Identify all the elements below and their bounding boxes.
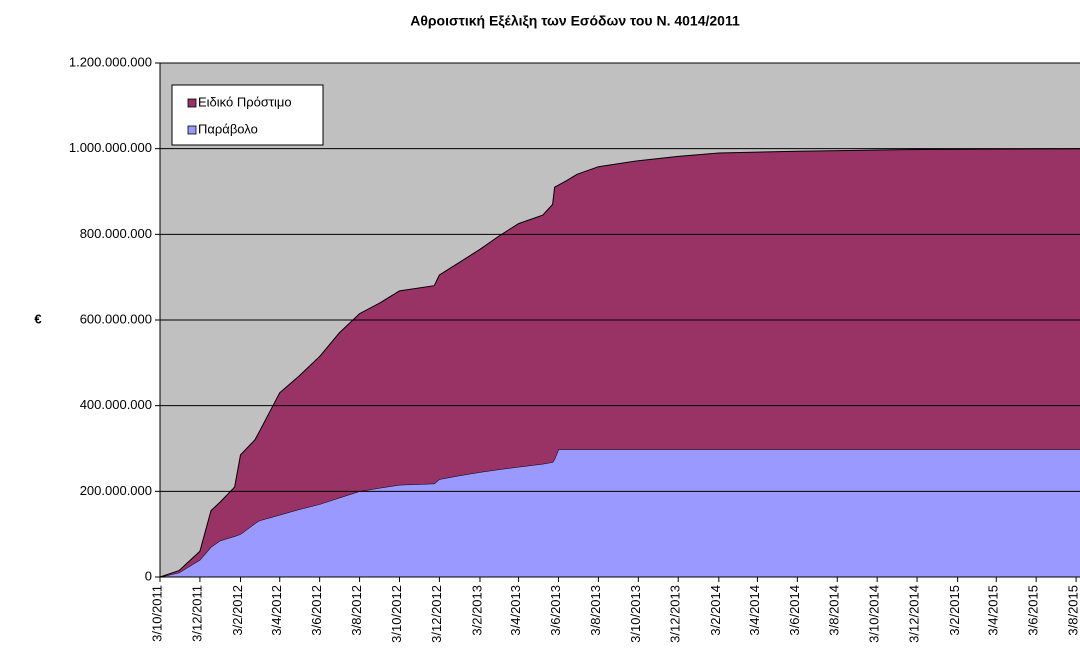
x-tick-label: 3/8/2012 bbox=[349, 585, 364, 636]
y-tick-label: 400.000.000 bbox=[80, 397, 152, 412]
x-tick-label: 3/2/2014 bbox=[708, 585, 723, 636]
area bbox=[160, 148, 1080, 577]
x-tick-label: 3/12/2011 bbox=[189, 585, 204, 642]
x-tick-label: 3/4/2015 bbox=[986, 585, 1001, 636]
legend-label: Παράβολο bbox=[198, 121, 258, 136]
area bbox=[160, 449, 1080, 577]
y-tick-label: 1.200.000.000 bbox=[69, 54, 152, 69]
x-tick-label: 3/10/2013 bbox=[628, 585, 643, 643]
x-tick-label: 3/8/2013 bbox=[588, 585, 603, 636]
y-tick-label: 800.000.000 bbox=[80, 226, 152, 241]
x-tick-label: 3/12/2014 bbox=[907, 585, 922, 643]
legend: Ειδικό Πρόστιμο Παράβολο bbox=[171, 84, 324, 146]
chart-title: Αθροιστική Εξέλιξη των Εσόδων του Ν. 401… bbox=[410, 13, 740, 29]
x-tick-label: 3/10/2011 bbox=[149, 585, 164, 642]
x-tick-label: 3/4/2012 bbox=[269, 585, 284, 636]
x-tick-label: 3/2/2013 bbox=[469, 585, 484, 636]
x-tick-label: 3/2/2015 bbox=[947, 585, 962, 636]
legend-swatch bbox=[187, 98, 197, 108]
x-tick-label: 3/2/2012 bbox=[230, 585, 245, 636]
legend-swatch bbox=[187, 125, 197, 135]
x-tick-label: 3/4/2014 bbox=[747, 585, 762, 636]
y-tick-label: 1.000.000.000 bbox=[69, 140, 152, 155]
x-tick-label: 3/6/2014 bbox=[787, 585, 802, 636]
legend-box bbox=[171, 84, 324, 146]
y-tick-label: 0 bbox=[145, 568, 152, 583]
x-tick-label: 3/10/2014 bbox=[867, 585, 882, 643]
x-tick-label: 3/4/2013 bbox=[508, 585, 523, 636]
legend-label: Ειδικό Πρόστιμο bbox=[198, 94, 292, 109]
x-tick-label: 3/12/2012 bbox=[429, 585, 444, 643]
x-tick-label: 3/12/2013 bbox=[668, 585, 683, 643]
y-tick-label: 200.000.000 bbox=[80, 483, 152, 498]
x-tick-label: 3/10/2012 bbox=[389, 585, 404, 643]
y-tick-label: 600.000.000 bbox=[80, 311, 152, 326]
x-tick-label: 3/8/2015 bbox=[1066, 585, 1080, 636]
y-axis-label: € bbox=[34, 311, 41, 326]
x-tick-label: 3/6/2012 bbox=[309, 585, 324, 636]
x-tick-label: 3/8/2014 bbox=[827, 585, 842, 636]
area-edge bbox=[159, 148, 1080, 578]
x-tick-label: 3/6/2013 bbox=[548, 585, 563, 636]
x-tick-label: 3/6/2015 bbox=[1026, 585, 1041, 636]
